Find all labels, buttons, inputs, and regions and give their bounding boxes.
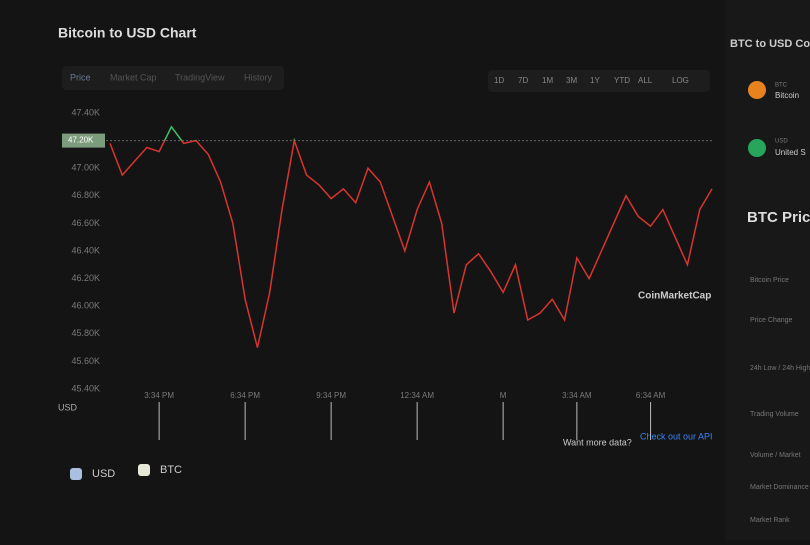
tab[interactable]: Price: [70, 72, 91, 82]
coin-code: BTC: [775, 83, 788, 89]
range-button[interactable]: 7D: [518, 76, 528, 85]
tab[interactable]: TradingView: [175, 72, 225, 82]
legend-swatch: [70, 468, 82, 480]
watermark: CoinMarketCap: [638, 291, 711, 302]
y-tick-label: 46.20K: [71, 273, 100, 283]
range-button[interactable]: 1M: [542, 76, 553, 85]
range-button[interactable]: YTD: [614, 76, 630, 85]
range-bar: [488, 70, 710, 92]
legend-label: USD: [92, 468, 115, 480]
x-tick-label: 9:34 PM: [316, 391, 346, 400]
range-button[interactable]: 1Y: [590, 76, 600, 85]
y-tick-label: 45.80K: [71, 328, 100, 338]
tab[interactable]: Market Cap: [110, 72, 157, 82]
legend-label: BTC: [160, 464, 182, 476]
y-tick-label: 45.60K: [71, 356, 100, 366]
x-tick-label: M: [500, 391, 507, 400]
btc-icon: [748, 81, 766, 99]
y-tick-label: 46.80K: [71, 190, 100, 200]
legend-swatch: [138, 464, 150, 476]
tab[interactable]: History: [244, 72, 273, 82]
y-tick-label: 46.60K: [71, 218, 100, 228]
y-tick-label: 45.40K: [71, 383, 100, 393]
x-tick-label: 12:34 AM: [400, 391, 434, 400]
usd-icon: [748, 139, 766, 157]
navigator-label: USD: [58, 402, 78, 412]
current-price-label: 47.20K: [68, 136, 94, 145]
coin-name: Bitcoin: [775, 91, 799, 100]
converter-title: BTC to USD Co: [730, 38, 810, 50]
stat-label: Bitcoin Price: [750, 277, 789, 284]
range-button[interactable]: LOG: [672, 76, 689, 85]
range-button[interactable]: 1D: [494, 76, 504, 85]
y-tick-label: 47.40K: [71, 107, 100, 117]
x-tick-label: 3:34 PM: [144, 391, 174, 400]
stat-label: Market Dominance: [750, 484, 809, 491]
x-tick-label: 6:34 AM: [636, 391, 666, 400]
x-tick-label: 6:34 PM: [230, 391, 260, 400]
stat-label: Volume / Market: [750, 452, 801, 459]
stat-label: 24h Low / 24h High: [750, 365, 810, 372]
x-tick-label: 3:34 AM: [562, 391, 592, 400]
price-line: [109, 125, 713, 348]
coin-name: United S: [775, 148, 806, 157]
current-price-badge: [62, 133, 105, 148]
range-button[interactable]: ALL: [638, 76, 653, 85]
range-button[interactable]: 3M: [566, 76, 577, 85]
stat-label: Trading Volume: [750, 411, 799, 418]
side-panel: [725, 0, 810, 540]
stat-label: Market Rank: [750, 517, 790, 524]
api-note: Want more data?: [563, 437, 632, 447]
y-tick-label: 46.00K: [71, 301, 100, 311]
y-tick-label: 47.00K: [71, 163, 100, 173]
coin-code: USD: [775, 139, 788, 145]
title: Bitcoin to USD Chart: [58, 25, 197, 41]
tab-bar: [62, 66, 284, 90]
stat-label: Price Change: [750, 317, 793, 324]
y-tick-label: 46.40K: [71, 245, 100, 255]
api-link[interactable]: Check out our API: [640, 431, 713, 441]
stats-title: BTC Price: [747, 209, 810, 226]
